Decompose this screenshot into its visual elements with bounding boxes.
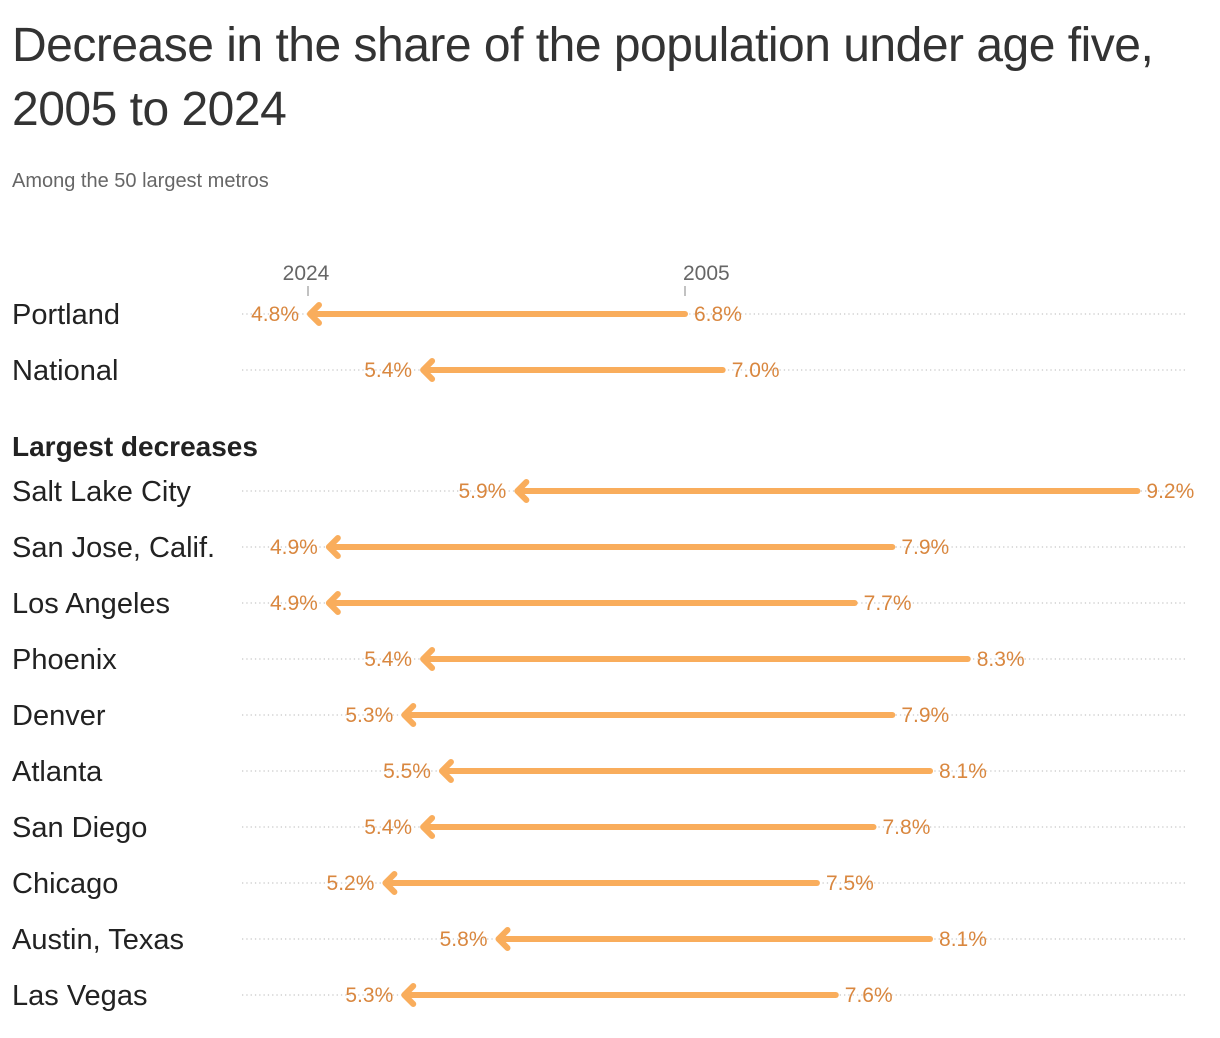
row-label: Austin, Texas	[12, 924, 184, 956]
axis-label-end-year: 2024	[283, 262, 330, 285]
axis-label-start-year: 2005	[683, 262, 730, 285]
group-label: Largest decreases	[12, 431, 258, 462]
end-value-label: 5.2%	[327, 872, 375, 895]
row-label: National	[12, 355, 118, 387]
row-label: Denver	[12, 700, 106, 732]
start-value-label: 7.8%	[883, 816, 931, 839]
end-value-label: 4.8%	[251, 303, 299, 326]
start-value-label: 8.1%	[939, 928, 987, 951]
row-label: Salt Lake City	[12, 476, 191, 508]
arrow-head	[325, 535, 341, 559]
start-value-label: 7.9%	[901, 704, 949, 727]
row-label: Las Vegas	[12, 980, 147, 1012]
arrow-head	[382, 871, 398, 895]
row-label: San Diego	[12, 812, 147, 844]
start-value-label: 6.8%	[694, 303, 742, 326]
start-value-label: 7.5%	[826, 872, 874, 895]
arrow-head	[514, 479, 530, 503]
arrow-head	[420, 647, 436, 671]
end-value-label: 4.9%	[270, 536, 318, 559]
row-label: Phoenix	[12, 644, 117, 676]
row-label: Portland	[12, 299, 120, 331]
chart-subtitle: Among the 50 largest metros	[12, 170, 269, 192]
end-value-label: 5.4%	[364, 648, 412, 671]
arrow-head	[325, 591, 341, 615]
arrow-head	[495, 927, 511, 951]
start-value-label: 7.9%	[901, 536, 949, 559]
arrow-head	[401, 983, 417, 1007]
chart-title: Decrease in the share of the population …	[12, 19, 1154, 136]
end-value-label: 5.8%	[440, 928, 488, 951]
row-label: Chicago	[12, 868, 118, 900]
start-value-label: 7.0%	[732, 359, 780, 382]
end-value-label: 5.4%	[364, 359, 412, 382]
arrow-head	[438, 759, 454, 783]
start-value-label: 8.1%	[939, 760, 987, 783]
arrow-head	[401, 703, 417, 727]
end-value-label: 5.9%	[458, 480, 506, 503]
arrow-head	[420, 815, 436, 839]
end-value-label: 4.9%	[270, 592, 318, 615]
start-value-label: 7.6%	[845, 984, 893, 1007]
row-label: Atlanta	[12, 756, 103, 788]
start-value-label: 8.3%	[977, 648, 1025, 671]
end-value-label: 5.3%	[345, 984, 393, 1007]
end-value-label: 5.3%	[345, 704, 393, 727]
end-value-label: 5.5%	[383, 760, 431, 783]
start-value-label: 9.2%	[1146, 480, 1194, 503]
row-label: San Jose, Calif.	[12, 532, 215, 564]
end-value-label: 5.4%	[364, 816, 412, 839]
row-label: Los Angeles	[12, 588, 170, 620]
start-value-label: 7.7%	[864, 592, 912, 615]
arrow-head	[307, 302, 322, 326]
arrow-head	[420, 358, 436, 382]
